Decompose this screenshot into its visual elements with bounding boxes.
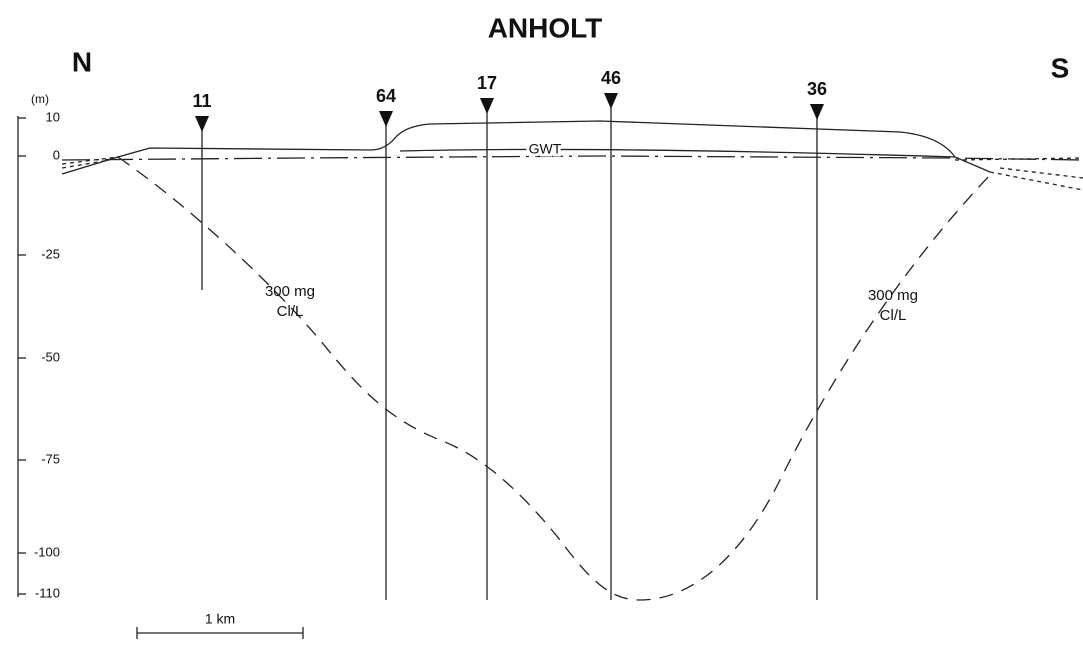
well-label: 64 [376, 86, 396, 106]
well-marker [195, 116, 209, 132]
land-surface [61, 120, 991, 175]
well-label: 17 [477, 73, 497, 93]
gwt-line [61, 155, 1083, 161]
well-marker [810, 104, 824, 120]
axis-tick-label: -50 [41, 349, 60, 364]
axis-tick-label: -75 [41, 451, 60, 466]
annotation: 300 mg [868, 287, 918, 304]
well-marker [379, 111, 393, 127]
well-label: 36 [807, 79, 827, 99]
well-label: 11 [192, 91, 211, 111]
gwt-label: GWT [529, 141, 562, 157]
axis-unit: (m) [31, 92, 49, 106]
axis-tick-label: 10 [46, 109, 60, 124]
sea-lines [61, 156, 1083, 191]
axis-tick-label: 0 [53, 147, 60, 162]
well-label: 46 [601, 68, 621, 88]
south-label: S [1051, 52, 1070, 83]
north-label: N [72, 46, 92, 77]
annotation: Cl/L [277, 303, 304, 320]
axis-tick-label: -25 [41, 246, 60, 261]
title: ANHOLT [488, 12, 603, 43]
annotation: Cl/L [880, 307, 907, 324]
annotation: 300 mg [265, 283, 315, 300]
scale-label: 1 km [205, 611, 235, 627]
well-marker [480, 98, 494, 114]
axis-tick-label: -110 [35, 585, 60, 600]
axis-tick-label: -100 [34, 544, 60, 559]
well-marker [604, 93, 618, 109]
water-table [399, 148, 956, 158]
chloride-boundary [117, 156, 991, 601]
